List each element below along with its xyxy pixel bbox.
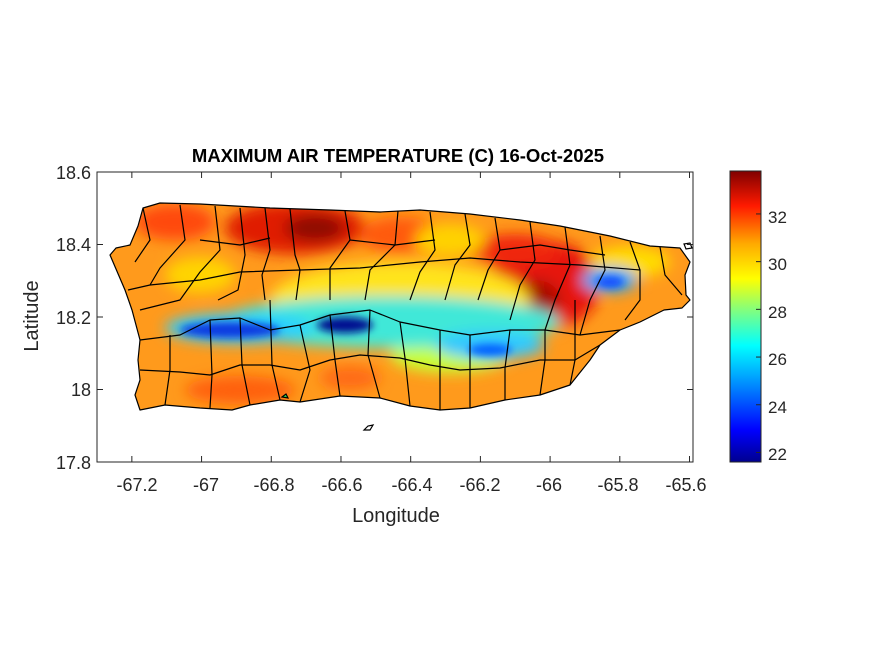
x-tick-label: -67 [193, 475, 219, 495]
y-tick-labels: 18.6 18.4 18.2 18 17.8 [56, 163, 91, 473]
cold-core-northeast [596, 276, 624, 288]
boundary-line [364, 210, 399, 301]
x-tick-label: -66.2 [459, 475, 500, 495]
x-tick-label: -66.6 [321, 475, 362, 495]
hot-zone-west [135, 204, 215, 240]
y-tick-label: 18.2 [56, 308, 91, 328]
boundary-line [289, 208, 301, 301]
boundary-line [579, 235, 606, 336]
map-title: MAXIMUM AIR TEMPERATURE (C) 16-Oct-2025 [192, 145, 604, 166]
y-tick-label: 17.8 [56, 453, 91, 473]
x-axis-label: Longitude [352, 505, 440, 527]
islet-south [362, 424, 375, 431]
boundary-line [539, 330, 546, 396]
colorbar: 32 30 28 26 24 22 [729, 170, 787, 464]
boundary-line [139, 344, 601, 376]
x-tick-label: -66.8 [253, 475, 294, 495]
warm-zone-south [320, 366, 380, 390]
boundary-line [399, 321, 411, 407]
boundary-line [261, 207, 271, 301]
boundary-line [569, 300, 576, 386]
mild-zone-north [415, 224, 485, 256]
smoothed-field [135, 203, 670, 404]
colorbar-tick-label: 24 [768, 398, 787, 417]
boundary-line [367, 309, 381, 399]
boundary-line [134, 207, 151, 263]
colorbar-tick-label: 32 [768, 208, 787, 227]
boundary-line [127, 204, 186, 291]
hot-zone-northeast [470, 234, 560, 266]
boundary-line [504, 329, 511, 400]
boundary-line [329, 210, 351, 300]
colorbar-scale [729, 170, 762, 463]
municipality-boundaries [109, 202, 691, 411]
y-axis-label: Latitude [21, 280, 43, 351]
boundary-line [349, 239, 436, 246]
warm-zone-southwest [185, 376, 295, 404]
offshore-islets [280, 242, 693, 431]
x-tick-label: -66 [536, 475, 562, 495]
x-tick-label: -67.2 [116, 475, 157, 495]
islet-east [683, 242, 693, 250]
colorbar-tick-marks [756, 213, 761, 453]
boundary-line [444, 213, 471, 301]
x-tick-label: -65.6 [665, 475, 706, 495]
cold-core-east [468, 344, 512, 356]
cold-core-center [317, 317, 373, 333]
x-tick-labels: -67.2 -67 -66.8 -66.6 -66.4 -66.2 -66 -6… [116, 475, 706, 495]
y-tick-label: 18 [71, 380, 91, 400]
colorbar-tick-labels: 32 30 28 26 24 22 [768, 208, 787, 464]
mild-zone-west [165, 257, 235, 293]
x-axis: -67.2 -67 -66.8 -66.6 -66.4 -66.2 -66 -6… [116, 172, 707, 527]
colorbar-tick-label: 30 [768, 255, 787, 274]
boundary-line [269, 299, 281, 401]
hot-zone-north-peak [285, 214, 345, 242]
island-temperature-field [110, 203, 690, 410]
colorbar-tick-label: 26 [768, 350, 787, 369]
y-tick-label: 18.6 [56, 163, 91, 183]
boundary-line [624, 241, 641, 321]
islet-southwest [280, 393, 290, 399]
boundary-line [499, 244, 606, 256]
y-tick-label: 18.4 [56, 235, 91, 255]
x-tick-label: -65.8 [597, 475, 638, 495]
boundary-line [239, 317, 251, 406]
boundary-line [299, 324, 311, 403]
x-tick-marks [131, 172, 691, 462]
boundary-line [329, 314, 341, 397]
boundary-line [509, 221, 536, 321]
y-tick-marks [97, 171, 693, 463]
cold-core-west [180, 322, 280, 338]
boundary-line [209, 319, 213, 409]
boundary-line [149, 257, 641, 286]
boundary-line [199, 237, 271, 246]
colorbar-tick-label: 22 [768, 445, 787, 464]
boundary-line [659, 246, 683, 296]
boundary-line [544, 226, 571, 331]
x-tick-label: -66.4 [391, 475, 432, 495]
colorbar-tick-label: 28 [768, 303, 787, 322]
boundary-line [139, 205, 221, 311]
boundary-line [164, 335, 171, 406]
y-axis: 18.6 18.4 18.2 18 17.8 Latitude [21, 163, 693, 473]
